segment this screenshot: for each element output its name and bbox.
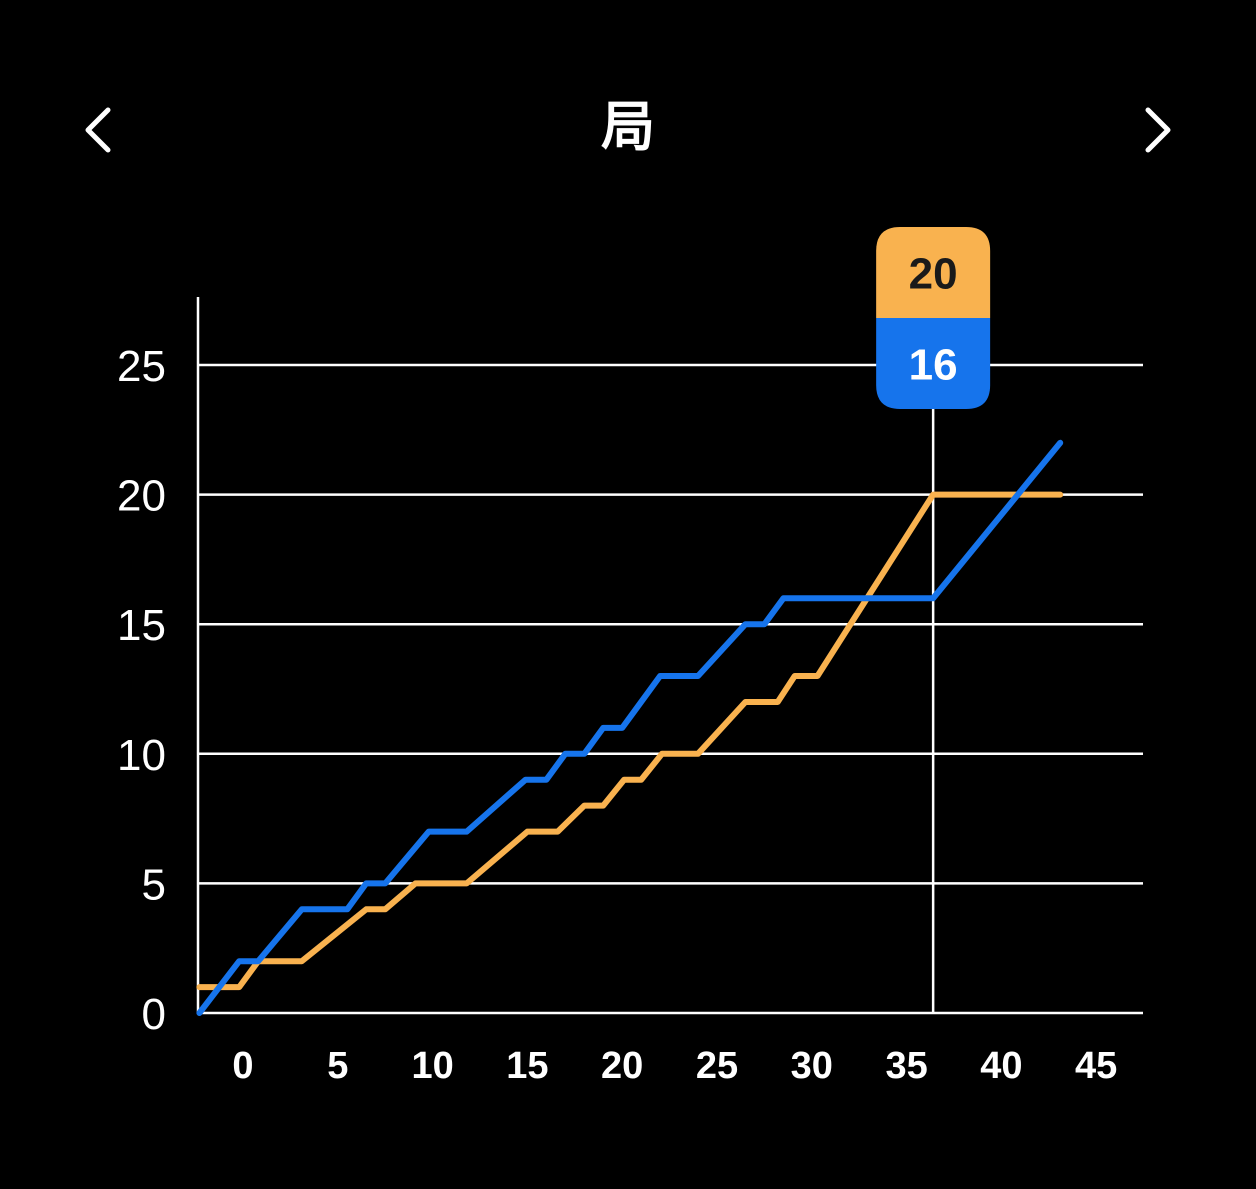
- y-tick-label: 15: [117, 601, 166, 650]
- y-tick-label: 0: [142, 990, 166, 1039]
- x-tick-label: 35: [885, 1045, 927, 1087]
- y-tick-label: 5: [142, 860, 166, 909]
- y-tick-label: 10: [117, 731, 166, 780]
- x-tick-label: 45: [1075, 1045, 1117, 1087]
- tooltip-segment: [876, 227, 991, 318]
- tooltip-segment: [876, 318, 991, 409]
- x-tick-label: 0: [232, 1045, 253, 1087]
- tooltip-value: 16: [909, 341, 958, 390]
- x-tick-label: 30: [791, 1045, 833, 1087]
- x-tick-label: 10: [411, 1045, 453, 1087]
- page-title: 局: [601, 95, 655, 158]
- y-tick-label: 20: [117, 472, 166, 521]
- x-tick-label: 15: [506, 1045, 548, 1087]
- y-tick-label: 25: [117, 342, 166, 391]
- chart-header: 局: [0, 0, 1256, 260]
- x-tick-label: 25: [696, 1045, 738, 1087]
- chevron-left-icon[interactable]: [68, 100, 128, 160]
- series-line-0[interactable]: [196, 491, 1064, 991]
- chevron-right-icon[interactable]: [1128, 100, 1188, 160]
- x-tick-label: 5: [327, 1045, 348, 1087]
- x-tick-label: 20: [601, 1045, 643, 1087]
- tooltip-value: 20: [909, 250, 958, 299]
- series-line-1[interactable]: [196, 439, 1064, 1016]
- x-tick-label: 40: [980, 1045, 1022, 1087]
